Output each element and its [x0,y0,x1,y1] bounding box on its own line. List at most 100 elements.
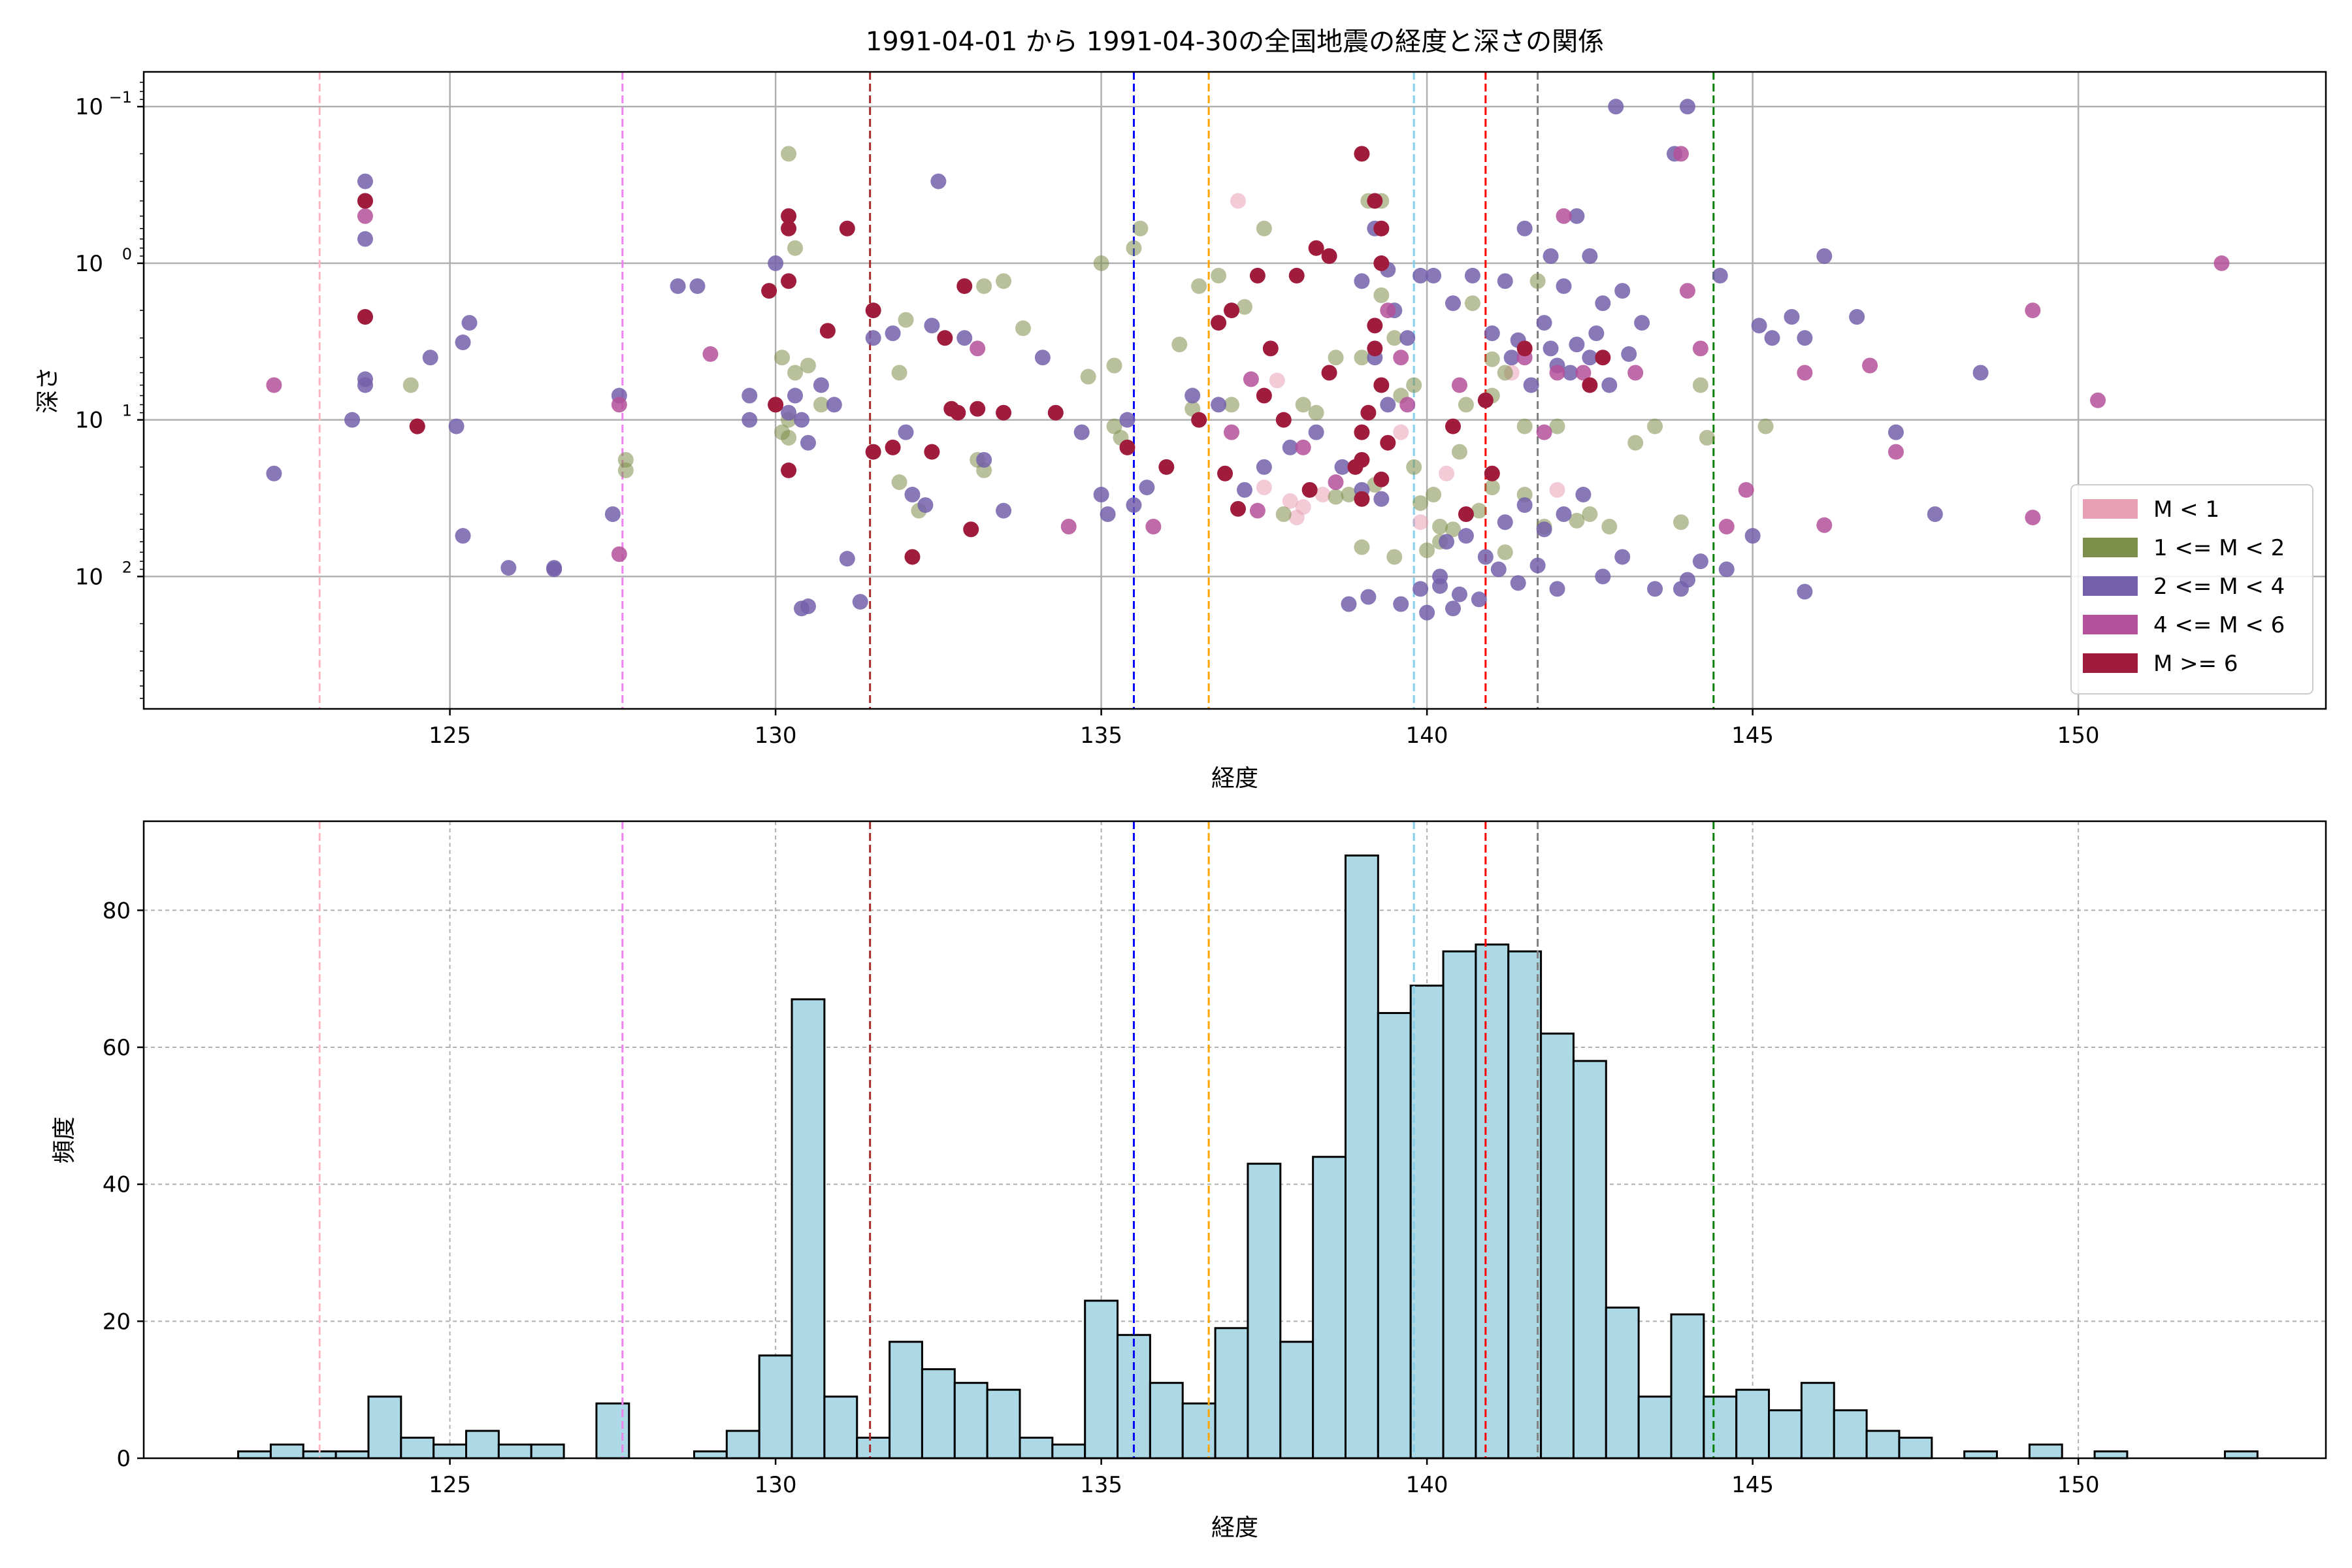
scatter-point [266,377,282,393]
histogram-bar [367,1396,402,1460]
scatter-point [1751,318,1767,334]
histogram-bar [889,1341,923,1460]
scatter-point [924,444,940,460]
scatter-point [1243,371,1259,387]
scatter-point [793,412,809,428]
scatter-point [1321,248,1337,264]
scatter-point [1647,581,1663,597]
scatter-point [1413,495,1429,512]
scatter-point [1360,404,1377,421]
scatter-point [1145,518,1162,534]
scatter-point [1034,350,1051,366]
scatter-point [1328,350,1344,366]
scatter-point [1367,193,1383,209]
scatter-point [891,474,907,491]
scatter-point [357,173,373,189]
histogram-bar [1344,854,1379,1460]
scatter-point [742,412,758,428]
scatter-point [604,506,621,522]
scatter-point [1393,424,1409,440]
scatter-point [1562,365,1578,381]
scatter-point [1445,521,1461,538]
scatter-point [1529,557,1546,574]
histogram-bar [1312,1156,1347,1460]
scatter-point [1536,521,1552,538]
scatter-y-tick-label: 10 [75,94,103,120]
scatter-point [1373,220,1390,237]
scatter-point [774,350,791,366]
scatter-point [1399,397,1416,413]
histogram-bar [465,1429,500,1460]
scatter-point [1171,336,1188,353]
scatter-point [1718,518,1735,534]
histogram-bar [1833,1409,1868,1460]
histogram-bar [1442,950,1477,1460]
scatter-point [1295,439,1311,455]
scatter-point [461,315,478,331]
scatter-point [1887,444,1904,460]
histogram-bar [497,1443,532,1460]
histogram-panel: 125 130 135 140 145 150 0 20 40 60 80 経度 頻度 [51,820,2327,1541]
histogram-bar [595,1402,630,1460]
scatter-point [1334,459,1350,475]
histogram-x-tick-label: 125 [429,1472,471,1498]
scatter-point [1484,480,1500,496]
histogram-y-tick-label: 60 [103,1035,131,1061]
scatter-point [1627,365,1644,381]
scatter-point [813,377,829,393]
scatter-point [852,594,868,610]
scatter-point [1543,340,1559,357]
histogram-bar [758,1354,793,1460]
scatter-point [996,404,1012,421]
scatter-point [787,240,804,256]
legend-box [2070,484,2313,694]
scatter-point [344,412,361,428]
histogram-bar [2093,1450,2129,1460]
scatter-point [1595,350,1611,366]
scatter-point [1887,424,1904,440]
scatter-point [1451,377,1467,393]
histogram-y-tick-label: 40 [103,1172,131,1198]
scatter-point [1341,487,1357,503]
scatter-point [611,397,627,413]
scatter-reference-lines [318,72,1715,709]
scatter-point [976,278,992,294]
scatter-point [2213,255,2230,271]
scatter-point [781,273,797,289]
histogram-bar [1279,1341,1315,1460]
histogram-bar [986,1388,1021,1460]
scatter-point [1230,500,1246,517]
scatter-y-tick-label: 10 [75,408,103,434]
scatter-point [1080,368,1096,385]
scatter-point [1256,459,1272,475]
scatter-point [1679,99,1695,115]
scatter-point [1458,506,1474,522]
scatter-point [1256,220,1272,237]
scatter-point [865,302,881,319]
scatter-point [1191,278,1207,294]
scatter-point [1373,255,1390,271]
scatter-point [455,335,471,351]
scatter-point [1119,412,1135,428]
scatter-point [1367,340,1383,357]
scatter-point [266,465,282,482]
scatter-point [1432,578,1448,594]
scatter-point [1575,365,1592,381]
histogram-bar [1735,1388,1771,1460]
scatter-point [865,330,881,346]
scatter-point [1614,283,1631,299]
scatter-legend: M < 1 1 <= M < 2 2 <= M < 4 4 <= M < 6 M >= … [2070,484,2313,694]
histogram-bar [1865,1429,1901,1460]
scatter-point [976,451,992,468]
figure-title: 1991-04-01 から 1991-04-30の全国地震の経度と深さの関係 [866,27,1604,57]
histogram-bar [953,1382,988,1460]
scatter-point [611,546,627,563]
histogram-bar [433,1443,468,1460]
scatter-point [1373,471,1390,487]
scatter-point [1673,514,1689,531]
scatter-point [1543,248,1559,264]
histogram-bar [1149,1382,1184,1460]
scatter-point [1601,377,1618,393]
scatter-point [1386,549,1403,565]
